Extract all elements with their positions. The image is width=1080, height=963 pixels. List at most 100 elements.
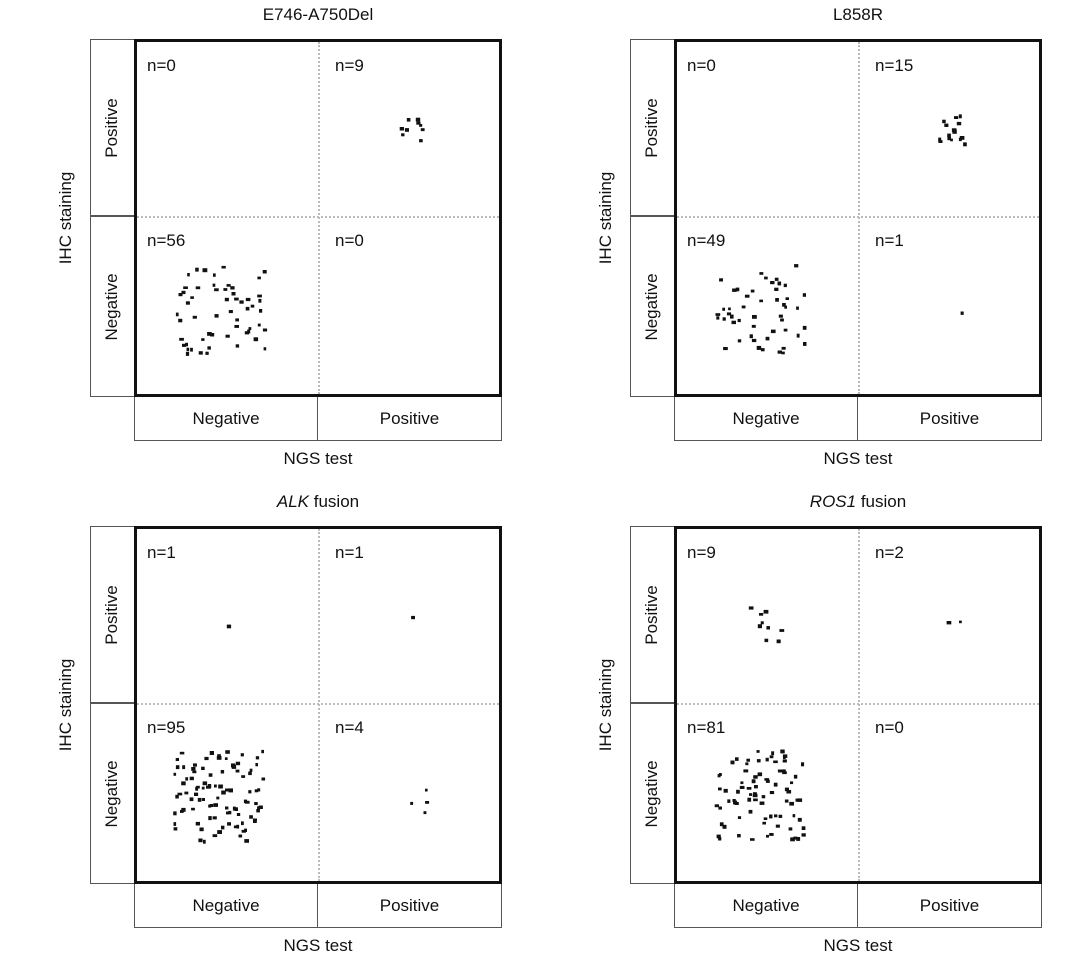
scatter-point bbox=[782, 759, 787, 763]
scatter-point bbox=[191, 807, 195, 811]
scatter-point bbox=[232, 806, 236, 811]
scatter-point bbox=[942, 119, 946, 124]
scatter-point bbox=[770, 329, 776, 334]
x-category-label: Positive bbox=[318, 397, 502, 441]
scatter-point bbox=[263, 347, 267, 351]
scatter-point bbox=[217, 754, 221, 758]
scatter-point bbox=[732, 799, 736, 802]
scatter-point bbox=[179, 751, 185, 755]
scatter-point bbox=[249, 768, 253, 772]
quadrant-count-label: n=49 bbox=[687, 231, 726, 251]
scatter-point bbox=[762, 821, 766, 825]
scatter-point bbox=[203, 839, 206, 844]
quadrant-count-label: n=9 bbox=[335, 56, 364, 75]
x-category-label: Positive bbox=[858, 397, 1042, 441]
scatter-point bbox=[250, 304, 255, 308]
scatter-point bbox=[727, 799, 731, 803]
scatter-point bbox=[245, 800, 250, 804]
scatter-point bbox=[192, 315, 197, 319]
scatter-point bbox=[782, 771, 787, 775]
scatter-point bbox=[185, 301, 190, 305]
scatter-point bbox=[425, 788, 428, 792]
quadrant-count-label: n=56 bbox=[147, 231, 186, 251]
scatter-point bbox=[717, 774, 721, 778]
scatter-point bbox=[788, 827, 793, 831]
scatter-point bbox=[262, 328, 268, 332]
scatter-point bbox=[220, 770, 225, 774]
scatter-point bbox=[257, 276, 261, 280]
scatter-point bbox=[749, 793, 752, 796]
scatter-point bbox=[241, 775, 246, 778]
scatter-point bbox=[752, 793, 758, 798]
scatter-point bbox=[776, 639, 781, 644]
scatter-point bbox=[769, 755, 774, 759]
scatter-point bbox=[751, 779, 756, 784]
scatter-point bbox=[781, 346, 786, 350]
quadrant-divider-horizontal bbox=[137, 703, 499, 706]
scatter-point bbox=[225, 788, 230, 792]
quadrant-count-label: n=9 bbox=[687, 543, 716, 562]
scatter-point bbox=[753, 775, 758, 779]
scatter-point bbox=[719, 822, 724, 827]
scatter-point bbox=[730, 314, 734, 319]
scatter-point bbox=[194, 792, 199, 796]
scatter-point bbox=[239, 300, 244, 304]
chart-title-text: fusion bbox=[309, 492, 360, 511]
scatter-point bbox=[419, 139, 423, 143]
scatter-point bbox=[796, 333, 800, 338]
chart-title-text: L858R bbox=[832, 5, 884, 24]
chart-title-italic: ALK bbox=[276, 492, 310, 511]
y-category-box bbox=[630, 703, 674, 884]
scatter-point bbox=[760, 348, 765, 352]
scatter-point bbox=[779, 629, 785, 632]
scatter-point bbox=[184, 791, 189, 795]
scatter-point bbox=[803, 342, 807, 346]
plot-area: n=0 n=9 n=56 n=0 bbox=[134, 39, 502, 397]
scatter-point bbox=[938, 140, 943, 143]
scatter-point bbox=[785, 297, 789, 300]
quadrant-count-label: n=0 bbox=[147, 56, 176, 75]
scatter-points bbox=[175, 117, 425, 356]
x-category-label: Positive bbox=[318, 884, 502, 928]
scatter-point bbox=[801, 762, 805, 767]
scatter-point bbox=[221, 790, 226, 795]
scatter-point bbox=[728, 307, 731, 311]
quadrant-divider-horizontal bbox=[677, 216, 1039, 219]
scatter-point bbox=[722, 317, 726, 321]
scatter-point bbox=[802, 293, 806, 297]
scatter-point bbox=[774, 287, 779, 291]
scatter-point bbox=[745, 762, 749, 766]
scatter-point bbox=[256, 809, 260, 813]
scatter-point bbox=[175, 758, 179, 761]
scatter-point bbox=[191, 767, 196, 771]
scatter-point bbox=[416, 121, 421, 125]
quadrant-divider-horizontal bbox=[137, 216, 499, 219]
scatter-point bbox=[411, 615, 415, 620]
chart-panel-l858r: L858R IHC staining Positive Negative n=0 n=15… bbox=[596, 5, 1080, 475]
scatter-point bbox=[759, 272, 764, 275]
scatter-point bbox=[718, 837, 722, 841]
scatter-point bbox=[175, 765, 180, 770]
scatter-point bbox=[173, 822, 177, 826]
scatter-point bbox=[793, 836, 798, 840]
scatter-point bbox=[769, 833, 774, 836]
scatter-point bbox=[736, 789, 740, 794]
scatter-point bbox=[261, 749, 264, 754]
y-category-box bbox=[90, 216, 134, 397]
scatter-point bbox=[257, 788, 261, 792]
scatter-point bbox=[178, 293, 183, 297]
scatter-point bbox=[765, 336, 770, 341]
scatter-point bbox=[262, 270, 267, 274]
scatter-point bbox=[241, 829, 246, 833]
scatter-point bbox=[209, 804, 214, 807]
scatter-point bbox=[244, 331, 250, 335]
scatter-point bbox=[228, 310, 233, 314]
scatter-point bbox=[782, 769, 786, 773]
scatter-point bbox=[255, 756, 260, 760]
y-category-box bbox=[90, 39, 134, 217]
scatter-point bbox=[257, 323, 261, 327]
scatter-point bbox=[235, 318, 239, 322]
scatter-point bbox=[764, 778, 770, 781]
scatter-point bbox=[404, 128, 409, 132]
scatter-point bbox=[214, 314, 219, 318]
